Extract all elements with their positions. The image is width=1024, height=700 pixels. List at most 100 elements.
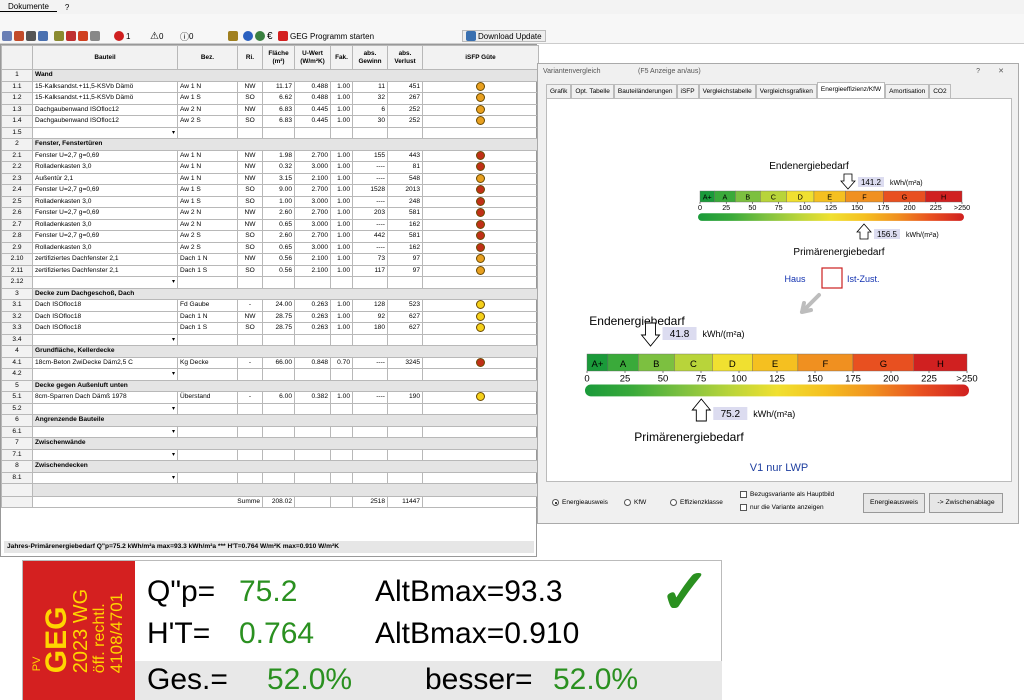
dialog-help-button[interactable]: ? (976, 68, 980, 75)
warning-indicator[interactable]: ⚠ 0 (150, 30, 163, 42)
tab-grafik[interactable]: Grafik (546, 84, 572, 98)
euro-icon[interactable]: € (267, 30, 273, 42)
checkbox-label-nur: nur die Variante anzeigen (750, 504, 824, 511)
section-row[interactable]: 1 Wand (1, 69, 539, 82)
bauteil-select[interactable]: ▾ (32, 471, 178, 484)
error-indicator[interactable]: 1 (114, 30, 130, 42)
energieausweis-button[interactable]: Energieausweis (863, 493, 925, 513)
chevron-down-icon[interactable]: ▾ (171, 279, 175, 286)
tab-bauteil-nderungen[interactable]: Bauteiländerungen (613, 84, 677, 98)
chevron-down-icon[interactable]: ▾ (171, 336, 175, 343)
radio-kfw[interactable]: KfW (624, 499, 646, 506)
table-row[interactable]: 4.1 18cm-Beton ZwiDecke Däm2,5 C Kg Decke -… (1, 356, 539, 369)
empty-row[interactable]: 7.1 ▾ (1, 448, 539, 461)
empty-row[interactable]: 2.12 ▾ (1, 276, 539, 289)
tab-energieeffizienz-kfw[interactable]: Energieeffizienz/KfW (816, 82, 886, 98)
bauteil-select[interactable]: ▾ (32, 368, 178, 381)
tool-icon[interactable] (26, 31, 36, 41)
hand-icon[interactable] (90, 31, 100, 41)
bauteil-select[interactable]: ▾ (32, 448, 178, 461)
table-row[interactable]: 3.1 Dach ISOfloc18 Fd Gaube -24.00 0.263 1.00… (1, 299, 539, 312)
table-row[interactable]: 1.1 15-Kalksandst.+11,5-KSVb Dämö Aw 1 N NW… (1, 80, 539, 93)
new-icon[interactable] (2, 31, 12, 41)
download-update-button[interactable]: Download Update (462, 30, 546, 42)
empty-row[interactable]: 5.2 ▾ (1, 402, 539, 415)
table-row[interactable]: 2.9 Rolladenkasten 3,0 Aw 2 S SO 0.65 3.000 1.… (1, 241, 539, 254)
bauteil-select[interactable]: ▾ (32, 126, 178, 139)
empty-row[interactable]: 4.2 ▾ (1, 368, 539, 381)
section-row[interactable]: 4 Grundfläche, Kellerdecke (1, 345, 539, 358)
bauteil-select[interactable]: ▾ (32, 425, 178, 438)
globe-icon[interactable] (243, 31, 253, 41)
table-row[interactable]: 2.7 Rolladenkasten 3,0 Aw 2 N NW 0.65 3.000 1.… (1, 218, 539, 231)
import-icon[interactable] (54, 31, 64, 41)
checkbox-nur-variante[interactable]: nur die Variante anzeigen (740, 504, 824, 511)
table-row[interactable]: 2.3 Außentür 2,1 Aw 1 N NW 3.15 2.100 1.00 ----… (1, 172, 539, 185)
section-row[interactable]: 7 Zwischenwände (1, 437, 539, 450)
menu-help[interactable]: ? (64, 2, 70, 12)
table-row[interactable]: 2.6 Fenster U=2,7 g=0,69 Aw 2 N NW 2.60 2.700… (1, 207, 539, 220)
table-row[interactable]: 3.2 Dach ISOfloc18 Dach 1 N NW 28.75 0.263 1.0… (1, 310, 539, 323)
geg-start-button[interactable]: GEG Programm starten (278, 30, 374, 42)
key-icon[interactable] (228, 31, 238, 41)
table-row[interactable]: 2.2 Rolladenkasten 3,0 Aw 1 N NW 0.32 3.000 1.… (1, 161, 539, 174)
table-row[interactable]: 2.4 Fenster U=2,7 g=0,69 Aw 1 S SO 9.00 2.700… (1, 184, 539, 197)
ges-value: 52.0% (267, 663, 353, 696)
empty-row[interactable]: 3.4 ▾ (1, 333, 539, 346)
menu-dokumente[interactable]: Dokumente (0, 2, 57, 12)
table-row[interactable]: 1.2 15-Kalksandst.+11,5-KSVb Dämö Aw 1 S SO… (1, 92, 539, 105)
smiley-icon (476, 254, 485, 264)
bauteil-select[interactable]: ▾ (32, 402, 178, 415)
radio-energieausweis[interactable]: Energieausweis (552, 499, 608, 506)
chevron-down-icon[interactable]: ▾ (171, 371, 175, 378)
chevron-down-icon[interactable]: ▾ (171, 451, 175, 458)
section-row[interactable]: 6 Angrenzende Bauteile (1, 414, 539, 427)
tab-amortisation[interactable]: Amortisation (885, 84, 930, 98)
bauteil-select[interactable]: ▾ (32, 276, 178, 289)
chevron-down-icon[interactable]: ▾ (171, 405, 175, 412)
chevron-down-icon[interactable]: ▾ (171, 428, 175, 435)
pdf-icon[interactable] (66, 31, 76, 41)
empty-row[interactable]: 6.1 ▾ (1, 425, 539, 438)
checkbox-box-bezug[interactable] (740, 491, 747, 498)
dialog-close-button[interactable]: ✕ (998, 68, 1004, 75)
table-row[interactable]: 2.8 Fenster U=2,7 g=0,69 Aw 2 S SO 2.60 2.700… (1, 230, 539, 243)
checkbox-box-nur[interactable] (740, 504, 747, 511)
chevron-down-icon[interactable]: ▾ (171, 129, 175, 136)
table-icon[interactable] (38, 31, 48, 41)
checkbox-bezugsvariante[interactable]: Bezugsvariante als Hauptbild (740, 491, 834, 498)
section-row[interactable]: 5 Decke gegen Außenluft unten (1, 379, 539, 392)
table-row[interactable]: 2.10 zertifiziertes Dachfenster 2,1 Dach 1… (1, 253, 539, 266)
tab-vergleichsgrafiken[interactable]: Vergleichsgrafiken (755, 84, 817, 98)
tab-opt-tabelle[interactable]: Opt. Tabelle (571, 84, 614, 98)
bauteil-uwert: 3.000 (294, 195, 331, 208)
radio-circle-effizienzklasse[interactable] (670, 499, 677, 506)
empty-row[interactable]: 8.1 ▾ (1, 471, 539, 484)
section-row[interactable]: 3 Decke zum Dachgeschoß, Dach (1, 287, 539, 300)
check-report-icon[interactable] (78, 31, 88, 41)
table-row[interactable]: 2.11 zertifiziertes Dachfenster 2,1 Dach 1… (1, 264, 539, 277)
table-row[interactable]: 2.1 Fenster U=2,7 g=0,69 Aw 1 N NW 1.98 2.700… (1, 149, 539, 162)
clipboard-button[interactable]: -> Zwischenablage (929, 493, 1003, 513)
table-row[interactable]: 5.1 8cm-Sparren Dach Dämß 1978 Überstand -6… (1, 391, 539, 404)
table-row[interactable]: 1.3 Dachgaubenwand ISOfloc12 Aw 2 N NW 6.83 0… (1, 103, 539, 116)
table-row[interactable]: 3.3 Dach ISOfloc18 Dach 1 S SO 28.75 0.263 1.0… (1, 322, 539, 335)
house-icon[interactable] (14, 31, 24, 41)
tab-co2[interactable]: CO2 (929, 84, 951, 98)
chevron-down-icon[interactable]: ▾ (171, 474, 175, 481)
spacer-row[interactable] (1, 483, 539, 497)
radio-circle-energieausweis[interactable] (552, 499, 559, 506)
row-number: 5.1 (1, 391, 33, 404)
bauteil-select[interactable]: ▾ (32, 333, 178, 346)
tab-vergleichstabelle[interactable]: Vergleichstabelle (698, 84, 756, 98)
radio-circle-kfw[interactable] (624, 499, 631, 506)
table-row[interactable]: 1.4 Dachgaubenwand ISOfloc12 Aw 2 S SO 6.83 0… (1, 115, 539, 128)
tab-isfp[interactable]: iSFP (676, 84, 699, 98)
section-row[interactable]: 2 Fenster, Fenstertüren (1, 138, 539, 151)
section-row[interactable]: 8 Zwischendecken (1, 460, 539, 473)
table-row[interactable]: 2.5 Rolladenkasten 3,0 Aw 1 S SO 1.00 3.000 1.… (1, 195, 539, 208)
globe-check-icon[interactable] (255, 31, 265, 41)
radio-effizienzklasse[interactable]: Effizienzklasse (670, 499, 723, 506)
info-indicator[interactable]: ⓘ 0 (180, 30, 193, 42)
empty-row[interactable]: 1.5 ▾ (1, 126, 539, 139)
